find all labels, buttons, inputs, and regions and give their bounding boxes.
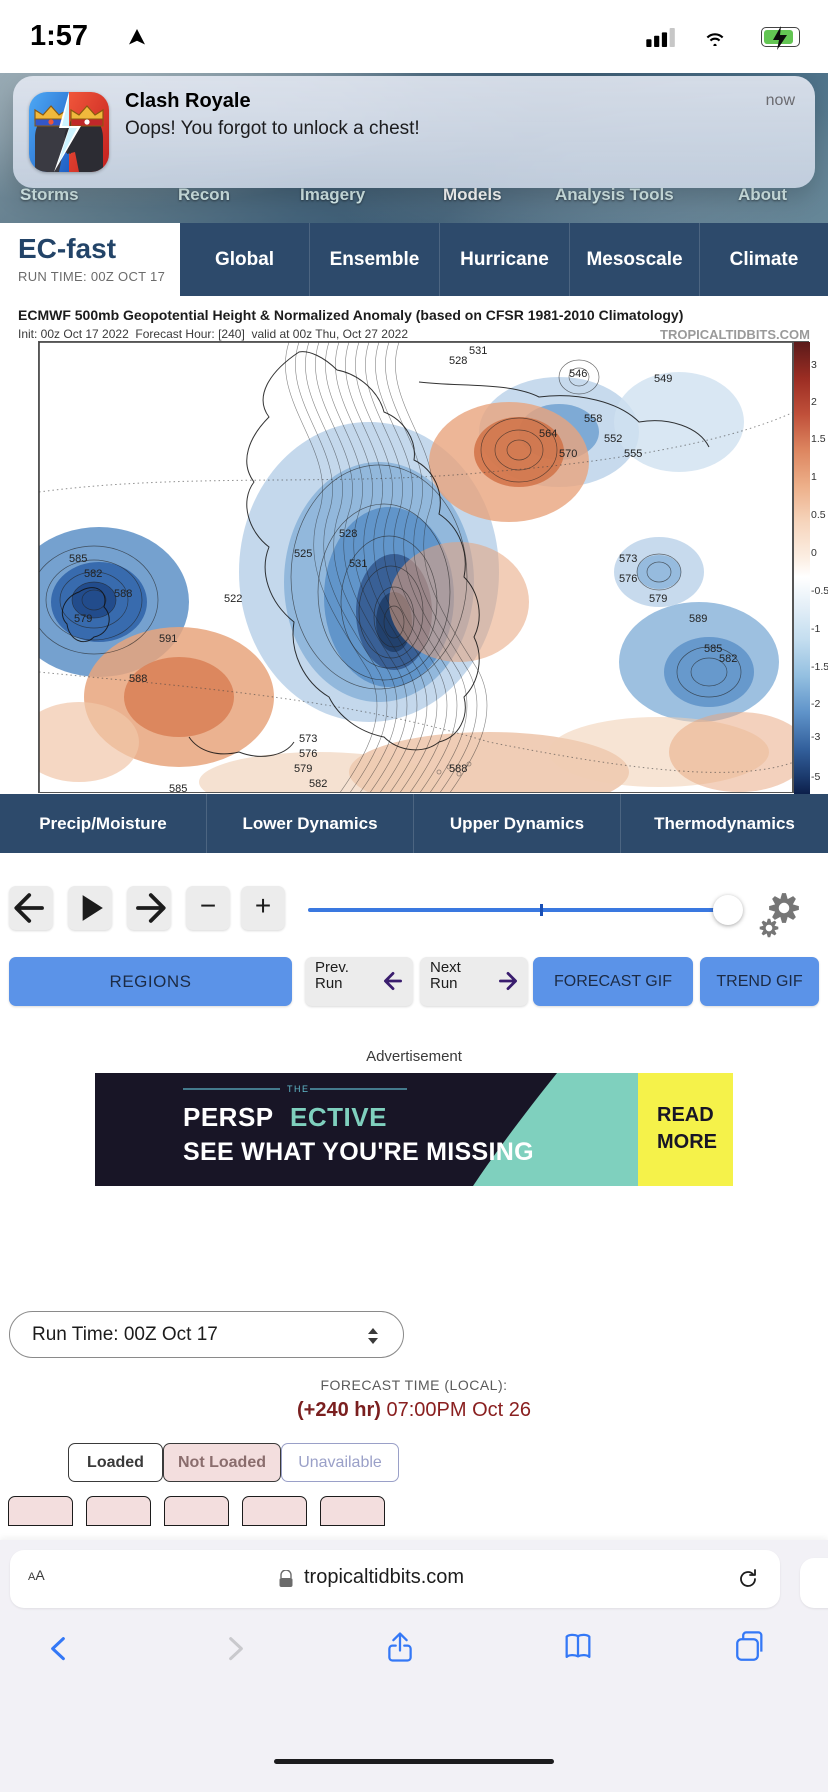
svg-text:579: 579 (294, 763, 312, 775)
svg-text:528: 528 (339, 528, 357, 540)
svg-text:576: 576 (299, 748, 317, 760)
svg-text:573: 573 (619, 553, 637, 565)
svg-text:528: 528 (449, 355, 467, 367)
svg-text:THE: THE (287, 1084, 310, 1094)
svg-text:579: 579 (649, 593, 667, 605)
svg-text:582: 582 (309, 778, 327, 790)
svg-text:525: 525 (294, 548, 312, 560)
svg-text:582: 582 (84, 568, 102, 580)
svg-text:591: 591 (159, 633, 177, 645)
svg-text:555: 555 (624, 448, 642, 460)
svg-text:585: 585 (169, 783, 187, 793)
svg-text:ECTIVE: ECTIVE (290, 1102, 387, 1132)
svg-text:582: 582 (719, 653, 737, 665)
svg-text:MORE: MORE (657, 1131, 717, 1153)
svg-text:573: 573 (299, 733, 317, 745)
svg-text:558: 558 (584, 413, 602, 425)
svg-text:589: 589 (689, 613, 707, 625)
svg-text:522: 522 (224, 593, 242, 605)
svg-text:531: 531 (469, 345, 487, 357)
svg-text:588: 588 (449, 763, 467, 775)
svg-text:564: 564 (539, 428, 557, 440)
svg-text:549: 549 (654, 373, 672, 385)
svg-text:READ: READ (657, 1104, 714, 1126)
svg-text:588: 588 (129, 673, 147, 685)
svg-text:588: 588 (114, 588, 132, 600)
svg-text:576: 576 (619, 573, 637, 585)
svg-text:531: 531 (349, 558, 367, 570)
svg-text:585: 585 (69, 553, 87, 565)
svg-text:570: 570 (559, 448, 577, 460)
svg-text:579: 579 (74, 613, 92, 625)
svg-text:SEE WHAT YOU'RE MISSING: SEE WHAT YOU'RE MISSING (183, 1138, 534, 1166)
svg-text:PERSP: PERSP (183, 1102, 274, 1132)
svg-text:552: 552 (604, 433, 622, 445)
svg-text:546: 546 (569, 368, 587, 380)
